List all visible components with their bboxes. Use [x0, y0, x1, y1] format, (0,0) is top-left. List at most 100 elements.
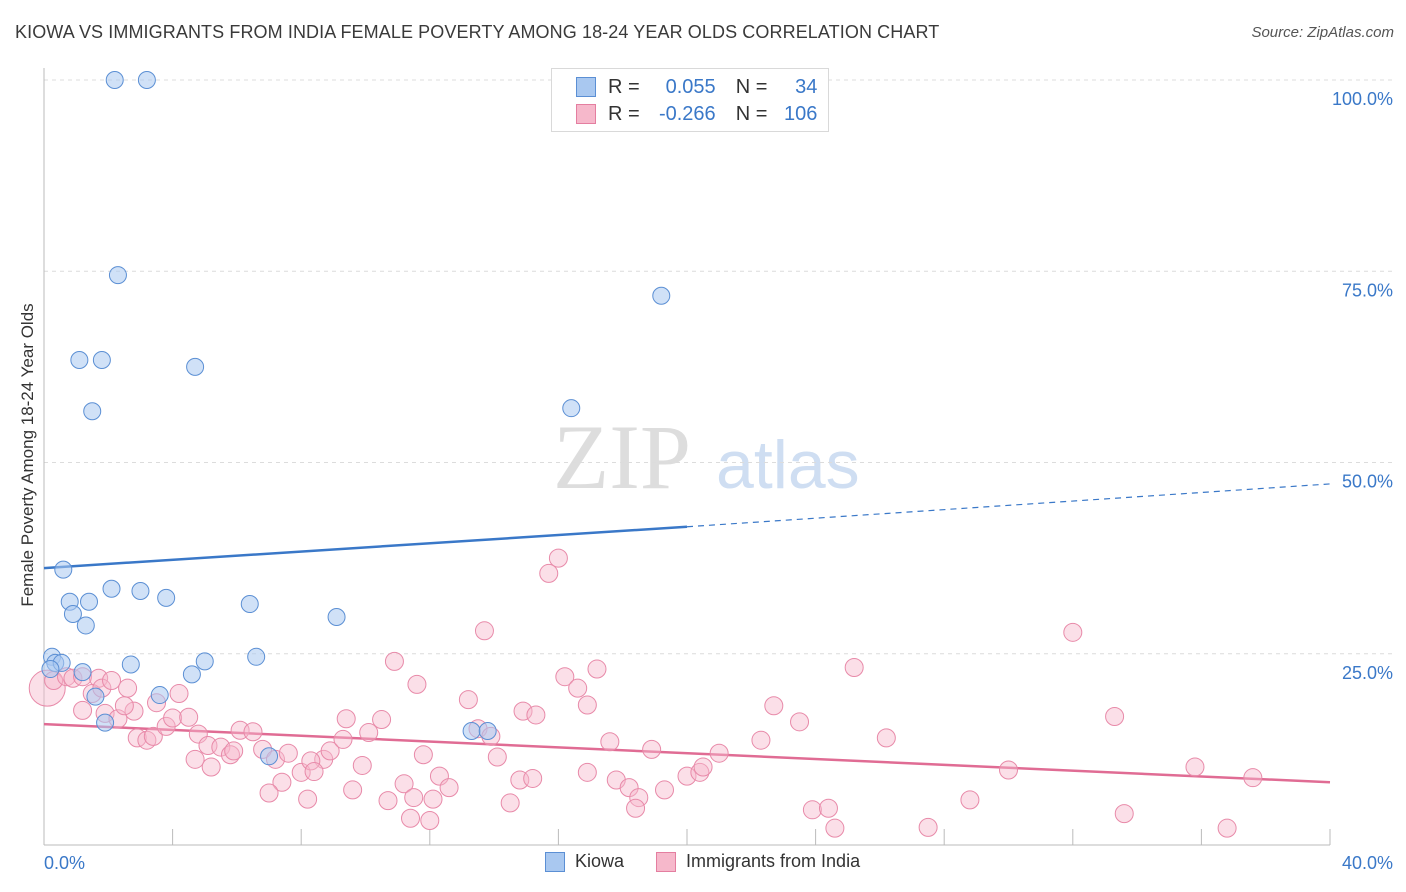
- india-point: [439, 778, 459, 798]
- india-point: [352, 755, 372, 775]
- kiowa-point: [240, 595, 259, 614]
- kiowa-point: [76, 616, 95, 635]
- kiowa-point: [63, 604, 82, 623]
- grid-lines: [44, 79, 1395, 655]
- india-point: [1105, 706, 1125, 726]
- correlation-legend: R = 0.055 N = 34 R = -0.266 N = 106: [551, 68, 829, 132]
- x-tick-label-max: 40.0%: [1342, 853, 1393, 873]
- india-point: [693, 757, 713, 777]
- kiowa-point: [157, 588, 176, 607]
- kiowa-point: [73, 663, 92, 682]
- kiowa-point: [70, 350, 89, 369]
- kiowa-point: [186, 357, 205, 376]
- trend-lines: [43, 483, 1331, 784]
- kiowa-point: [108, 266, 127, 285]
- india-point: [343, 780, 363, 800]
- india-point: [790, 712, 810, 732]
- kiowa-trend-extension: [686, 483, 1331, 528]
- india-point: [555, 667, 575, 687]
- india-point: [423, 789, 443, 809]
- kiowa-point: [96, 713, 115, 732]
- r-label: R =: [608, 75, 640, 98]
- tick-labels: 25.0% 50.0% 75.0% 100.0% 0.0% 40.0%: [44, 89, 1393, 873]
- r-value: -0.266: [658, 102, 716, 125]
- india-point: [626, 798, 646, 818]
- india-point: [825, 818, 845, 838]
- legend-item-kiowa: Kiowa: [545, 851, 624, 872]
- india-point: [259, 783, 279, 803]
- india-legend-label: Immigrants from India: [686, 851, 861, 871]
- kiowa-point: [86, 687, 105, 706]
- india-point: [526, 705, 546, 725]
- watermark-atlas: atlas: [716, 427, 860, 503]
- india-point: [709, 743, 729, 763]
- india-point: [301, 751, 321, 771]
- y-axis-label: Female Poverty Among 18-24 Year Olds: [18, 303, 37, 607]
- india-point: [378, 791, 398, 811]
- y-tick-label: 25.0%: [1342, 663, 1393, 683]
- n-label: N =: [735, 75, 768, 98]
- india-point: [384, 651, 404, 671]
- india-point: [764, 696, 784, 716]
- india-point: [918, 817, 938, 837]
- legend-row-india: R = -0.266 N = 106: [576, 102, 817, 126]
- kiowa-point: [562, 399, 581, 418]
- kiowa-swatch: [576, 77, 596, 97]
- x-tick-label-min: 0.0%: [44, 853, 85, 873]
- india-point: [629, 788, 649, 808]
- watermark-zip: ZIP: [553, 406, 691, 508]
- india-point: [413, 745, 433, 765]
- india-point: [336, 709, 356, 729]
- india-point: [458, 690, 478, 710]
- india-swatch: [576, 104, 596, 124]
- india-point: [577, 762, 597, 782]
- kiowa-point: [83, 402, 102, 421]
- kiowa-point: [182, 665, 201, 684]
- y-tick-label: 100.0%: [1332, 89, 1393, 109]
- kiowa-point: [80, 592, 99, 611]
- kiowa-point: [131, 582, 150, 601]
- india-point: [118, 678, 138, 698]
- india-point: [404, 788, 424, 808]
- series-india-points: [28, 548, 1263, 838]
- chart-title: KIOWA VS IMMIGRANTS FROM INDIA FEMALE PO…: [15, 22, 940, 42]
- india-point: [320, 741, 340, 761]
- kiowa-point: [247, 647, 266, 666]
- y-tick-label: 50.0%: [1342, 472, 1393, 492]
- india-point: [677, 766, 697, 786]
- kiowa-point: [195, 652, 214, 671]
- india-point: [220, 745, 240, 765]
- india-point: [201, 757, 221, 777]
- r-label: R =: [608, 102, 640, 125]
- india-point: [642, 739, 662, 759]
- india-point: [394, 774, 414, 794]
- kiowa-point: [105, 71, 124, 89]
- legend-item-india: Immigrants from India: [656, 851, 860, 872]
- india-point: [844, 658, 864, 678]
- india-trend-line: [43, 722, 1331, 784]
- india-point: [818, 798, 838, 818]
- india-point: [751, 730, 771, 750]
- n-value: 106: [784, 102, 818, 125]
- kiowa-point: [478, 722, 497, 741]
- india-point: [224, 741, 244, 761]
- india-point: [548, 548, 568, 568]
- series-kiowa-points: [41, 71, 671, 766]
- india-point: [600, 732, 620, 752]
- india-point: [278, 743, 298, 763]
- india-point: [568, 678, 588, 698]
- india-point: [802, 800, 822, 820]
- india-point: [124, 701, 144, 721]
- india-point: [690, 762, 710, 782]
- series-legend: Kiowa Immigrants from India: [545, 851, 892, 872]
- india-point: [102, 671, 122, 691]
- india-point: [420, 811, 440, 831]
- kiowa-point: [92, 350, 111, 369]
- n-value: 34: [795, 75, 818, 98]
- india-point: [359, 723, 379, 743]
- india-point: [372, 710, 392, 730]
- india-point: [73, 700, 93, 720]
- india-legend-swatch: [656, 851, 677, 872]
- india-point: [539, 563, 559, 583]
- india-point: [1243, 768, 1263, 788]
